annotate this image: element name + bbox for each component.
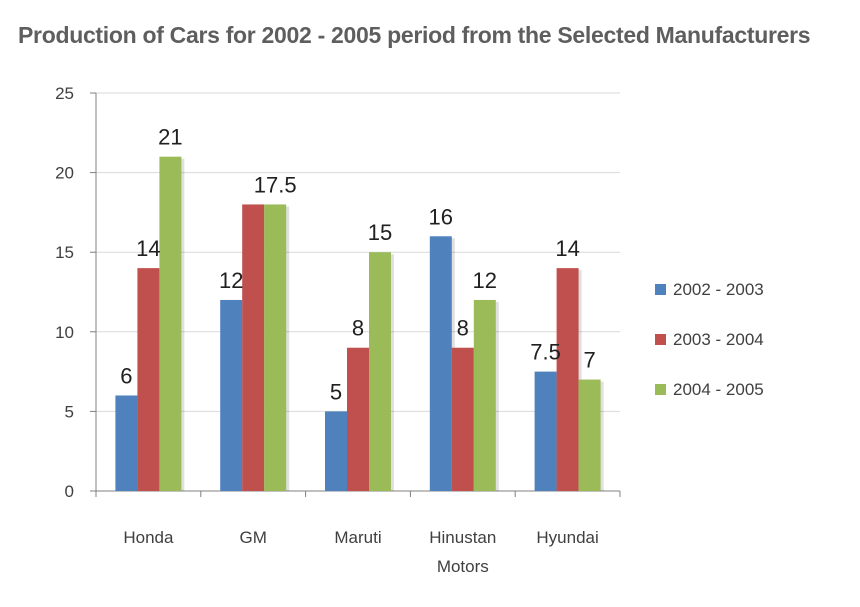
data-label: 6: [120, 363, 132, 388]
bar: [451, 347, 474, 491]
legend-swatch: [655, 284, 666, 295]
data-label: 7.5: [530, 340, 561, 365]
bars: [115, 156, 604, 491]
bar: [137, 268, 160, 491]
data-labels: 6 12 5 16 7.5 14 8 8 14 21 17.5 15 12 7: [120, 125, 595, 405]
bar: [347, 347, 369, 491]
data-label: 14: [555, 236, 579, 261]
legend: 2002 - 2003 2003 - 2004 2004 - 2005: [655, 280, 764, 399]
legend-label: 2002 - 2003: [673, 280, 764, 299]
x-category-label: Motors: [437, 557, 489, 576]
data-label: 12: [219, 268, 243, 293]
data-label: 8: [457, 316, 469, 341]
bar: [578, 379, 601, 491]
data-label: 8: [352, 316, 364, 341]
data-label: 21: [158, 125, 182, 150]
legend-swatch: [655, 384, 666, 395]
y-tick-label: 25: [55, 84, 74, 103]
y-tick-label: 20: [55, 164, 74, 183]
data-label: 16: [429, 204, 453, 229]
x-category-label: Hyundai: [536, 528, 598, 547]
data-label: 17.5: [254, 172, 297, 197]
x-category-label: Maruti: [334, 528, 381, 547]
y-tick-label: 10: [55, 323, 74, 342]
data-label: 12: [473, 268, 497, 293]
data-label: 14: [136, 236, 160, 261]
x-category-label: Hinustan: [429, 528, 496, 547]
chart-title: Production of Cars for 2002 - 2005 perio…: [18, 22, 811, 48]
bar: [369, 252, 391, 491]
bar: [264, 204, 287, 491]
x-category-label: GM: [240, 528, 267, 547]
x-category-label: Honda: [123, 528, 174, 547]
bar: [429, 236, 452, 491]
bar: [556, 268, 579, 491]
legend-label: 2003 - 2004: [673, 330, 764, 349]
y-tick-label: 15: [55, 243, 74, 262]
data-label: 5: [330, 379, 342, 404]
bar: [159, 156, 182, 491]
y-tick-label: 0: [65, 482, 74, 501]
data-label: 15: [368, 220, 392, 245]
bar: [534, 371, 557, 491]
bar: [325, 411, 347, 491]
bar: [473, 299, 496, 491]
gridlines: [96, 92, 620, 412]
data-label: 7: [583, 348, 595, 373]
legend-label: 2004 - 2005: [673, 380, 764, 399]
bar: [220, 299, 243, 491]
bar: [115, 395, 138, 491]
bar: [242, 204, 265, 491]
legend-swatch: [655, 334, 666, 345]
y-tick-label: 5: [65, 402, 74, 421]
